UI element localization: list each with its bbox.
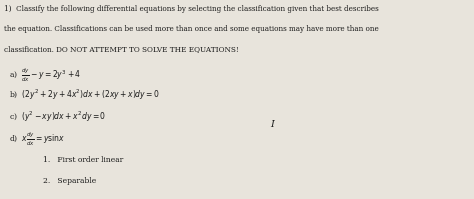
Text: 2.   Separable: 2. Separable	[43, 177, 96, 185]
Text: b)  $(2y^2 + 2y + 4x^2)dx + (2xy + x)dy = 0$: b) $(2y^2 + 2y + 4x^2)dx + (2xy + x)dy =…	[9, 88, 161, 102]
Text: d)  $x\frac{dy}{dx} = y\mathrm{sin}x$: d) $x\frac{dy}{dx} = y\mathrm{sin}x$	[9, 131, 65, 148]
Text: a)  $\frac{dy}{dx} - y = 2y^3 + 4$: a) $\frac{dy}{dx} - y = 2y^3 + 4$	[9, 67, 82, 84]
Text: classification. DO NOT ATTEMPT TO SOLVE THE EQUATIONS!: classification. DO NOT ATTEMPT TO SOLVE …	[4, 45, 238, 53]
Text: 1.   First order linear: 1. First order linear	[43, 156, 123, 164]
Text: the equation. Classifications can be used more than once and some equations may : the equation. Classifications can be use…	[4, 25, 379, 33]
Text: 1)  Classify the following differential equations by selecting the classificatio: 1) Classify the following differential e…	[4, 5, 379, 13]
Text: I: I	[270, 120, 274, 129]
Text: c)  $(y^2 - xy)dx + x^2 dy = 0$: c) $(y^2 - xy)dx + x^2 dy = 0$	[9, 109, 107, 124]
Text: 3.   Exact with integrating factor $\mu(x)$: 3. Exact with integrating factor $\mu(x)…	[43, 198, 189, 199]
